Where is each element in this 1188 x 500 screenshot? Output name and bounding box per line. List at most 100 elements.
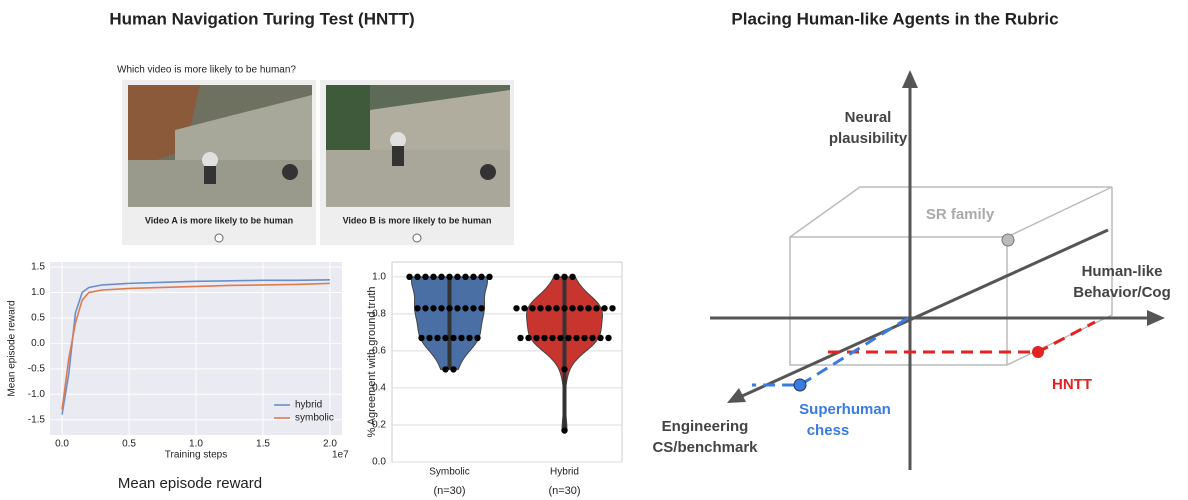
question: Which video is more likely to be human?: [117, 65, 296, 76]
data-point: [589, 335, 595, 341]
x-tick-label: 1.5: [256, 439, 270, 450]
radio-button[interactable]: [215, 234, 223, 242]
data-point: [470, 274, 476, 280]
sr-point: [1002, 234, 1014, 246]
option-label: Video A is more likely to be human: [145, 215, 293, 225]
legend-label: hybrid: [295, 400, 322, 411]
data-point: [414, 305, 420, 311]
legend-label: symbolic: [295, 413, 334, 424]
data-point: [561, 274, 567, 280]
data-point: [549, 335, 555, 341]
data-point: [438, 305, 444, 311]
x-offset-label: 1e7: [332, 450, 349, 461]
sr-label: SR family: [926, 206, 995, 223]
data-point: [561, 427, 567, 433]
y-tick-label: 0.5: [31, 313, 45, 324]
left-title: Human Navigation Turing Test (HNTT): [109, 9, 414, 28]
radio-button[interactable]: [413, 234, 421, 242]
data-point: [537, 305, 543, 311]
y-tick-label: 1.5: [31, 262, 45, 273]
data-point: [513, 305, 519, 311]
axis-label: Human-like: [1082, 263, 1163, 280]
axis-label: Neural: [845, 109, 892, 126]
y-axis-label: Mean episode reward: [7, 300, 18, 396]
data-point: [406, 274, 412, 280]
chess-point: [794, 379, 806, 391]
data-point: [545, 305, 551, 311]
axis-label: Behavior/Cog: [1073, 284, 1171, 301]
data-point: [573, 335, 579, 341]
y-tick-label: -1.5: [28, 414, 46, 425]
data-point: [581, 335, 587, 341]
data-point: [601, 305, 607, 311]
y-tick-label: 0.0: [31, 338, 45, 349]
data-point: [438, 274, 444, 280]
data-point: [605, 335, 611, 341]
data-point: [597, 335, 603, 341]
data-point: [565, 335, 571, 341]
data-point: [569, 274, 575, 280]
data-point: [462, 305, 468, 311]
arrowhead: [1147, 310, 1165, 326]
data-point: [557, 335, 563, 341]
data-point: [474, 335, 480, 341]
data-point: [466, 335, 472, 341]
data-point: [414, 274, 420, 280]
x-tick-note: (n=30): [548, 485, 580, 497]
data-point: [486, 274, 492, 280]
data-point: [561, 366, 567, 372]
data-point: [462, 274, 468, 280]
y-axis-label: % Agreement with ground truth: [366, 286, 378, 437]
data-point: [442, 335, 448, 341]
video-a: [128, 85, 312, 207]
data-point: [553, 305, 559, 311]
data-point: [446, 305, 452, 311]
axis-label: plausibility: [829, 130, 908, 147]
data-point: [442, 366, 448, 372]
data-point: [454, 274, 460, 280]
chess-label: chess: [807, 422, 850, 439]
data-point: [450, 366, 456, 372]
data-point: [529, 305, 535, 311]
data-point: [561, 305, 567, 311]
data-point: [470, 305, 476, 311]
hntt-path: [828, 322, 1095, 352]
chess-label: Superhuman: [799, 401, 891, 418]
data-point: [533, 335, 539, 341]
data-point: [418, 335, 424, 341]
data-point: [585, 305, 591, 311]
x-tick-label: 1.0: [189, 439, 203, 450]
data-point: [541, 335, 547, 341]
x-tick-label: Symbolic: [429, 467, 470, 478]
x-tick-label: 0.5: [122, 439, 136, 450]
data-point: [569, 305, 575, 311]
x-tick-label: Hybrid: [550, 467, 579, 478]
data-point: [450, 335, 456, 341]
x-axis-label: Training steps: [165, 450, 227, 461]
data-point: [434, 335, 440, 341]
hntt-label: HNTT: [1052, 376, 1092, 393]
figure: Human Navigation Turing Test (HNTT) Plac…: [0, 0, 1188, 500]
video-b: [326, 85, 510, 207]
data-point: [521, 305, 527, 311]
data-point: [525, 335, 531, 341]
x-tick-label: 0.0: [55, 439, 69, 450]
data-point: [478, 274, 484, 280]
data-point: [426, 335, 432, 341]
data-point: [478, 305, 484, 311]
data-point: [446, 274, 452, 280]
data-point: [553, 274, 559, 280]
data-point: [430, 274, 436, 280]
y-tick-label: 1.0: [372, 271, 386, 282]
y-tick-label: 1.0: [31, 287, 45, 298]
data-point: [422, 274, 428, 280]
axis-label: CS/benchmark: [652, 439, 758, 456]
right-title: Placing Human-like Agents in the Rubric: [731, 9, 1058, 28]
y-tick-label: -1.0: [28, 389, 46, 400]
data-point: [430, 305, 436, 311]
data-point: [422, 305, 428, 311]
y-tick-label: 0.0: [372, 457, 386, 468]
caption: Mean episode reward: [118, 475, 262, 492]
x-tick-label: 2.0: [323, 439, 337, 450]
data-point: [577, 305, 583, 311]
